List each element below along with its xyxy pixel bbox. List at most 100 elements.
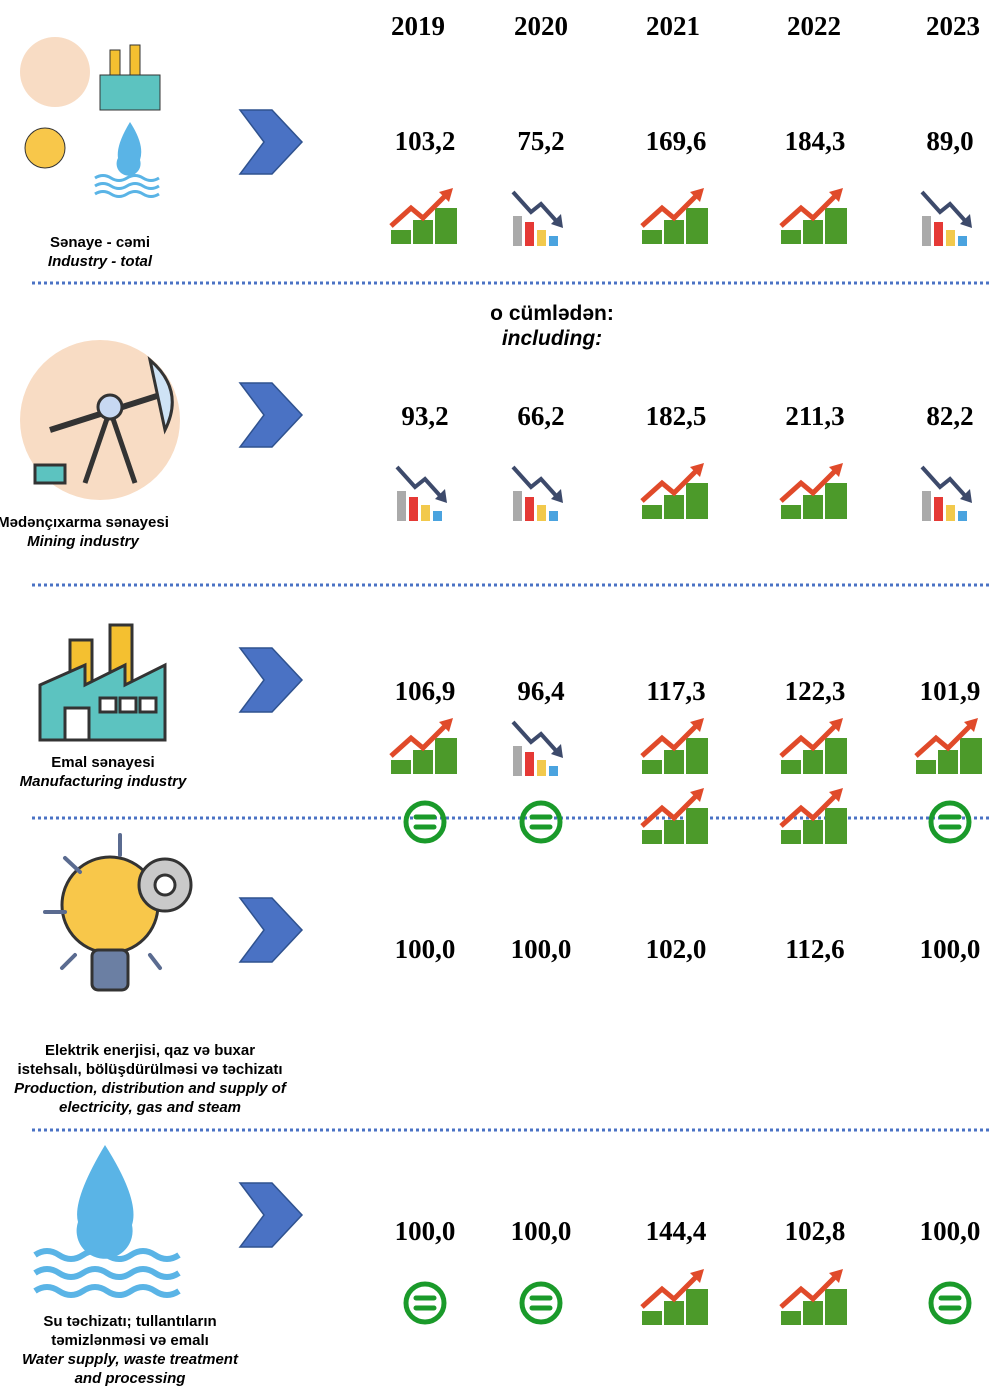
illus [35,1269,179,1277]
icon-bar [549,766,558,776]
section-title-az: Emal sənayesi [51,754,154,771]
icon-bar [803,1301,823,1325]
icon-bar [803,495,823,519]
icon-bar [513,491,522,521]
icon-circle [406,1284,444,1322]
icon-bar [686,483,708,519]
index-value: 122,3 [785,676,846,706]
index-value: 112,6 [785,934,844,964]
illus [117,122,142,176]
icon-bar [642,760,662,774]
icon-bar [664,820,684,844]
icon-circle [522,803,560,841]
arrow [240,648,302,712]
trend-up-icon [781,463,847,519]
icon-bar [642,505,662,519]
icon-bar [549,511,558,521]
icon-bar [958,236,967,246]
icon-bar [803,220,823,244]
icon-bar [946,230,955,246]
index-value: 211,3 [785,401,844,431]
icon-bar [922,491,931,521]
icon-bar [409,497,418,521]
icon-bar [938,750,958,774]
icon-bar [825,1289,847,1325]
icon-bar [781,830,801,844]
index-value: 144,4 [646,1216,707,1246]
icon-bar [435,738,457,774]
index-value: 182,5 [646,401,707,431]
illus [95,176,159,181]
section-title-az: Mədənçıxarma sənayesi [0,514,169,531]
trend-up-icon [781,718,847,774]
icon-bar [686,738,708,774]
trend-up-icon [642,788,708,844]
icon-bar [435,208,457,244]
trend-equal-icon [931,803,969,841]
index-value: 100,0 [395,1216,456,1246]
illus [92,950,128,990]
icon-bar [825,483,847,519]
trend-equal-icon [406,803,444,841]
including-az: o cümlədən: [490,302,614,325]
icon-bar [916,760,936,774]
icon-circle [406,803,444,841]
arrow [240,1183,302,1247]
index-value: 75,2 [517,126,564,156]
index-value: 100,0 [920,934,981,964]
trend-down-icon [397,467,447,521]
icon-bar [537,230,546,246]
illus [155,875,175,895]
section-title-en: Mining industry [27,533,139,550]
index-value: 117,3 [646,676,705,706]
icon-bar [825,738,847,774]
icon-bar [946,505,955,521]
icon-circle [931,1284,969,1322]
illus [140,698,156,712]
index-value: 101,9 [920,676,981,706]
arrow [240,383,302,447]
illus [35,1251,179,1259]
icon-bar [958,511,967,521]
section-title-en: Industry - total [48,253,153,270]
illus [20,37,90,107]
trend-down-icon [513,192,563,246]
trend-up-icon [781,188,847,244]
icon-bar [391,230,411,244]
icon-bar [803,750,823,774]
index-value: 103,2 [395,126,456,156]
icon-bar [922,216,931,246]
year: 2022 [787,11,841,41]
illus [62,955,75,968]
section-title-az: Elektrik enerjisi, qaz və buxar [45,1042,255,1059]
section-title-az: Su təchizatı; tullantıların [43,1313,216,1330]
trend-up-icon [642,1269,708,1325]
section-title-en: Production, distribution and supply of [14,1080,288,1097]
section-title-az: istehsalı, bölüşdürülməsi və təchizatı [17,1061,282,1078]
infographic: 20192020202120222023o cümlədən:including… [0,0,990,1386]
section-title-az: Sənaye - cəmi [50,234,150,251]
index-value: 102,0 [646,934,707,964]
section-title-en: Manufacturing industry [20,773,187,790]
index-value: 100,0 [920,1216,981,1246]
section-title-en: and processing [75,1370,186,1386]
index-value: 66,2 [517,401,564,431]
trend-equal-icon [522,803,560,841]
icon-bar [781,1311,801,1325]
icon-bar [960,738,982,774]
icon-bar [825,808,847,844]
icon-bar [934,222,943,246]
trend-down-icon [513,467,563,521]
trend-up-icon [781,788,847,844]
illus [95,184,159,189]
trend-up-icon [781,1269,847,1325]
trend-down-icon [513,722,563,776]
index-value: 89,0 [926,126,973,156]
icon-bar [413,220,433,244]
trend-up-icon [642,463,708,519]
icon-bar [934,497,943,521]
index-value: 96,4 [517,676,564,706]
index-value: 82,2 [926,401,973,431]
illus [150,955,160,968]
section-title-en: Water supply, waste treatment [22,1351,239,1368]
